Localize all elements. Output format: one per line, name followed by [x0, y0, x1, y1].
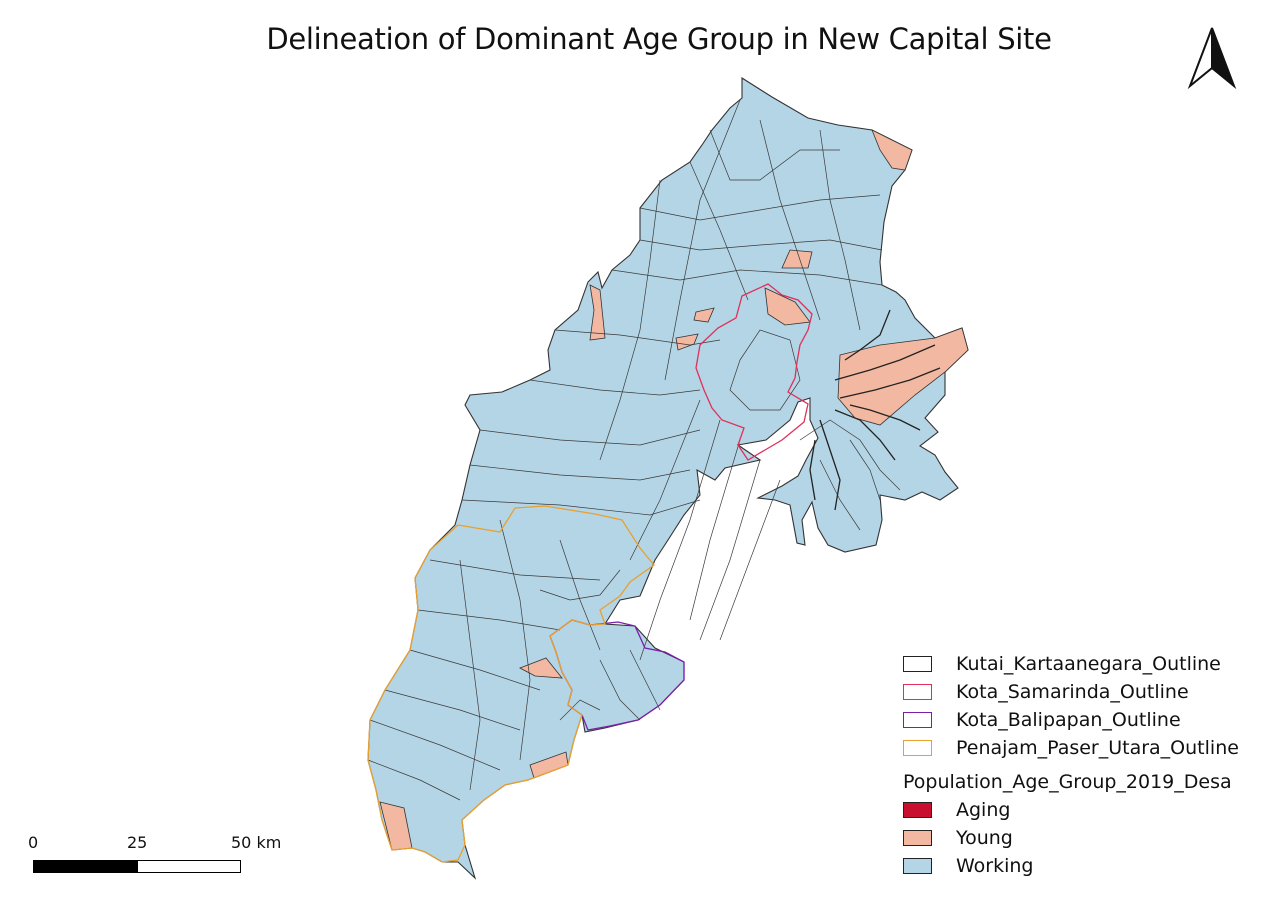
legend-label-aging: Aging	[956, 799, 1011, 821]
scale-tick-0: 0	[28, 833, 39, 852]
delta-channels	[809, 309, 941, 511]
legend-group-title: Population_Age_Group_2019_Desa	[903, 771, 1232, 793]
legend-label-ppu: Penajam_Paser_Utara_Outline	[956, 737, 1239, 759]
legend-label-working: Working	[956, 855, 1034, 877]
young-village	[764, 287, 811, 326]
young-villages	[379, 129, 969, 851]
scale-tick-25: 25	[127, 833, 148, 852]
legend-label-samarinda: Kota_Samarinda_Outline	[956, 681, 1189, 703]
map-title: Delineation of Dominant Age Group in New…	[266, 22, 1052, 56]
study-area-land	[367, 77, 969, 880]
legend-swatch-aging	[903, 802, 932, 818]
young-village	[589, 284, 606, 341]
legend-swatch-working	[903, 858, 932, 874]
legend-swatch-young	[903, 830, 932, 846]
legend-label-kutai: Kutai_Kartaanegara_Outline	[956, 653, 1221, 675]
legend-swatch-samarinda	[903, 684, 932, 700]
legend-label-young: Young	[956, 827, 1013, 849]
penajam-paser-utara-outline	[367, 505, 655, 863]
young-village	[871, 129, 913, 171]
map-regions	[367, 77, 969, 880]
young-village	[519, 657, 563, 679]
young-village	[693, 307, 715, 323]
young-village	[837, 327, 969, 426]
young-village	[781, 249, 813, 269]
legend-label-balikpapan: Kota_Balipapan_Outline	[956, 709, 1181, 731]
scale-tick-50: 50 km	[231, 833, 282, 852]
legend-swatch-ppu	[903, 740, 932, 756]
north-arrow-icon	[1187, 27, 1237, 90]
scale-segment-white	[137, 860, 241, 873]
district-outlines	[367, 283, 813, 863]
legend-swatch-balikpapan	[903, 712, 932, 728]
village-boundaries	[367, 99, 901, 801]
legend-swatch-kutai	[903, 656, 932, 672]
kota-samarinda-outline	[695, 283, 813, 461]
scale-segment-black	[33, 860, 138, 873]
